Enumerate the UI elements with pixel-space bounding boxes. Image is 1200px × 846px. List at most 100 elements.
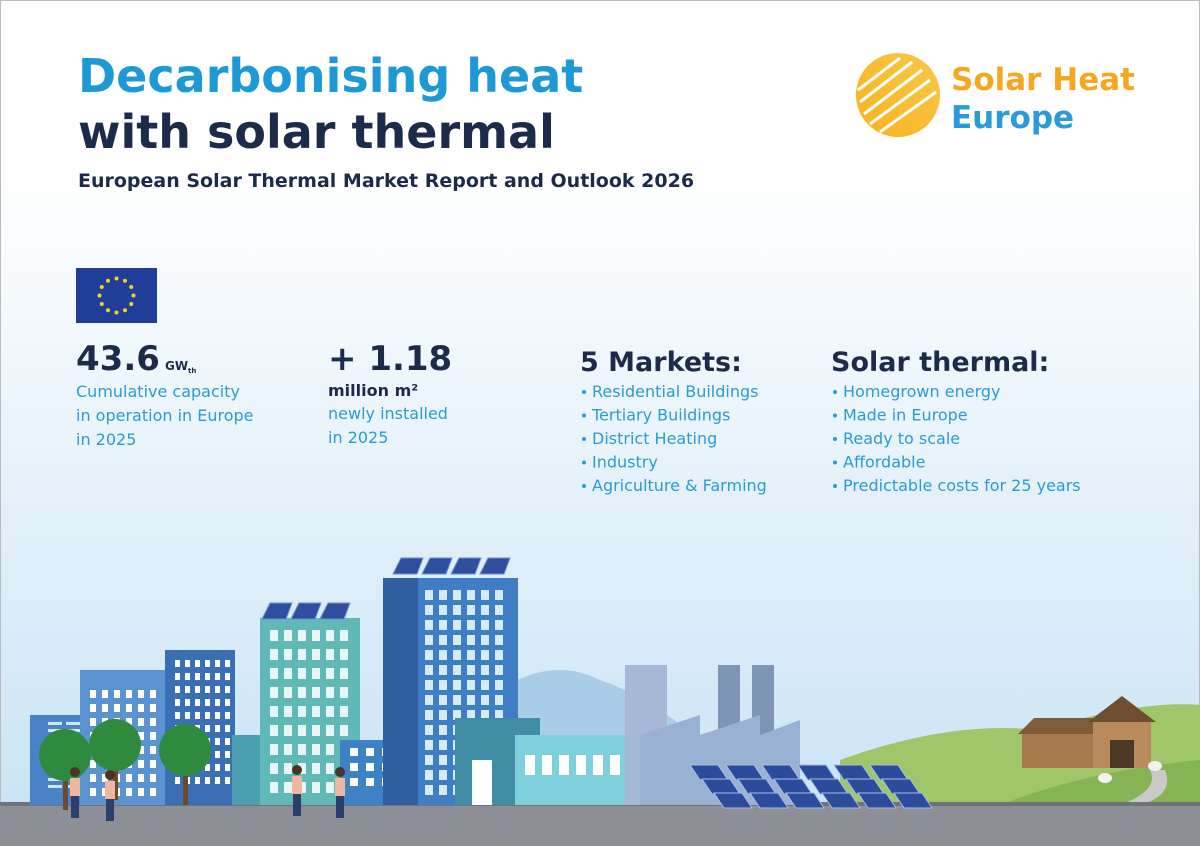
window <box>150 760 156 768</box>
solar-panel <box>785 792 825 809</box>
window <box>340 630 348 641</box>
person-legs <box>71 796 79 818</box>
flag-star <box>114 310 119 315</box>
window <box>425 695 433 705</box>
window <box>340 649 348 660</box>
window <box>150 746 156 754</box>
list-item: Affordable <box>843 453 925 472</box>
logo-text: Solar Heat <box>951 62 1135 98</box>
bullet <box>833 460 837 465</box>
window <box>298 668 306 679</box>
window <box>126 690 132 698</box>
window <box>439 695 447 705</box>
tree-trunk <box>113 750 118 800</box>
window <box>225 751 230 758</box>
window <box>284 763 292 774</box>
window <box>175 673 180 680</box>
window <box>326 687 334 698</box>
window <box>425 620 433 630</box>
window <box>215 686 220 693</box>
window <box>495 620 503 630</box>
window <box>270 668 278 679</box>
window <box>312 630 320 641</box>
window <box>138 788 144 796</box>
window <box>340 668 348 679</box>
window <box>326 630 334 641</box>
window <box>425 725 433 735</box>
window <box>195 686 200 693</box>
window <box>481 605 489 615</box>
window <box>195 777 200 784</box>
window <box>90 788 96 796</box>
flag-star <box>129 302 134 306</box>
window <box>439 755 447 765</box>
roof-panel <box>261 602 293 620</box>
stat-value: 43.6 <box>76 339 160 379</box>
window <box>225 738 230 745</box>
window <box>312 725 320 736</box>
window <box>366 778 374 786</box>
flag-star <box>123 308 127 313</box>
window <box>270 687 278 698</box>
window <box>284 725 292 736</box>
window <box>215 660 220 667</box>
title-line: Decarbonising heat <box>78 49 583 103</box>
window <box>185 686 190 693</box>
window <box>425 650 433 660</box>
stat-unit-sub: th <box>188 367 196 375</box>
window <box>48 722 62 725</box>
window <box>495 650 503 660</box>
window <box>270 725 278 736</box>
window <box>138 704 144 712</box>
list-item: District Heating <box>592 429 717 448</box>
window <box>90 760 96 768</box>
window <box>270 630 278 641</box>
window <box>298 706 306 717</box>
window <box>225 777 230 784</box>
window <box>150 690 156 698</box>
window <box>225 686 230 693</box>
solar-panel <box>749 792 789 809</box>
window <box>126 774 132 782</box>
window <box>270 782 278 793</box>
solar-panel <box>857 792 897 809</box>
window <box>298 649 306 660</box>
window <box>312 668 320 679</box>
illustration <box>0 557 1200 846</box>
window <box>467 710 475 720</box>
window <box>185 712 190 719</box>
tree-trunk <box>183 755 188 805</box>
window <box>185 673 190 680</box>
window <box>425 680 433 690</box>
solar-panel <box>821 792 861 809</box>
list-item: Homegrown energy <box>843 382 1000 401</box>
window <box>542 755 552 775</box>
window <box>298 630 306 641</box>
bullet <box>833 437 837 441</box>
window <box>225 673 230 680</box>
window <box>215 751 220 758</box>
solar-panel <box>893 792 933 809</box>
tree <box>39 729 91 781</box>
window <box>284 687 292 698</box>
window <box>453 710 461 720</box>
window <box>298 763 306 774</box>
person-legs <box>106 799 114 821</box>
flag-star <box>114 276 119 281</box>
window <box>298 725 306 736</box>
window <box>48 785 62 788</box>
window <box>185 660 190 667</box>
window <box>425 635 433 645</box>
person-head <box>70 767 80 777</box>
window <box>225 725 230 732</box>
window <box>350 748 358 756</box>
window <box>481 665 489 675</box>
window <box>425 605 433 615</box>
window <box>467 605 475 615</box>
window <box>350 763 358 771</box>
window <box>138 732 144 740</box>
bullet <box>833 413 837 418</box>
window <box>495 665 503 675</box>
window <box>453 605 461 615</box>
